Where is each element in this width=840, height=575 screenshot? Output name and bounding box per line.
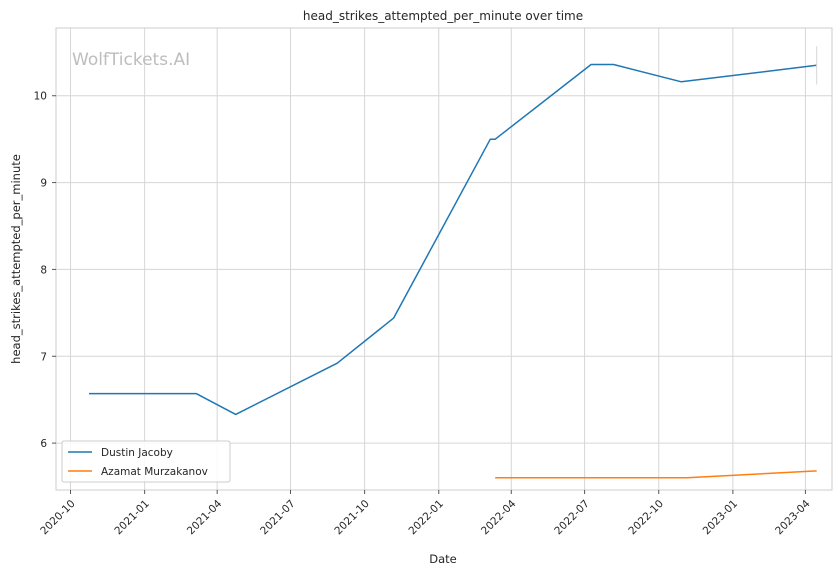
x-tick-label: 2021-10 [332,498,372,538]
x-tick-label: 2022-07 [552,498,592,538]
x-tick-label: 2022-01 [406,498,446,538]
watermark: WolfTickets.AI [72,50,190,70]
legend-box [61,440,231,483]
series-line-dustin-jacoby [89,63,817,416]
x-tick-label: 2023-04 [773,498,813,538]
y-tick-label: 7 [40,351,47,363]
y-axis-label: head_strikes_attempted_per_minute [9,154,23,364]
plot-frame [55,27,833,491]
legend: Dustin Jacoby Azamat Murzakanov [61,440,231,483]
y-tick-label: 8 [40,264,47,276]
legend-label-azamat-murzakanov: Azamat Murzakanov [101,466,208,478]
x-axis-label: Date [429,552,457,566]
x-tick-label: 2021-07 [258,498,298,538]
y-tick-label: 10 [34,91,47,103]
series-lines [89,63,817,479]
x-tick-label: 2023-01 [701,498,741,538]
grid [56,28,832,490]
x-axis-ticks: 2020-10 2021-01 2021-04 2021-07 2021-10 2022-… [38,490,813,537]
y-tick-label: 6 [40,438,47,450]
series-line-azamat-murzakanov [495,470,817,479]
x-tick-label: 2022-04 [479,498,519,538]
y-axis-ticks: 6 7 8 9 10 [34,91,56,450]
x-tick-label: 2022-10 [626,498,666,538]
x-tick-label: 2021-04 [185,498,225,538]
x-tick-label: 2021-01 [112,498,152,538]
legend-label-dustin-jacoby: Dustin Jacoby [101,447,173,459]
x-tick-label: 2020-10 [38,498,78,538]
y-tick-label: 9 [40,178,47,190]
chart-title: head_strikes_attempted_per_minute over t… [303,9,583,23]
